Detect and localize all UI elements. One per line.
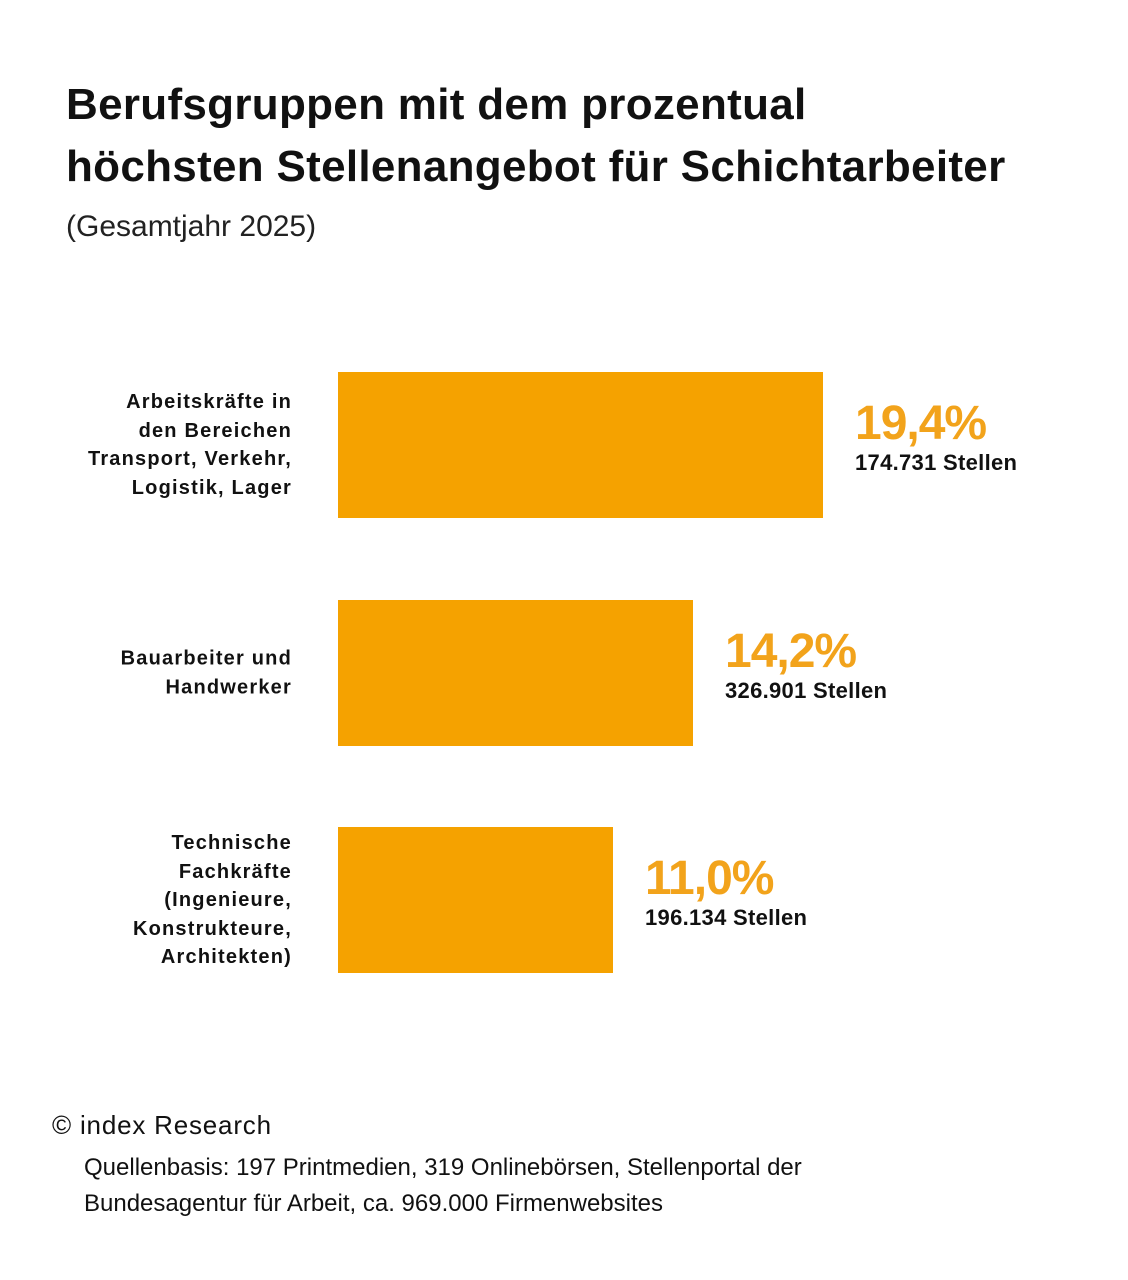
bar xyxy=(338,372,823,518)
bar-row: Arbeitskräfte in den Bereichen Transport… xyxy=(0,372,1128,518)
count-label: 326.901 Stellen xyxy=(725,678,888,703)
bar xyxy=(338,827,613,973)
source-note: Quellenbasis: 197 Printmedien, 319 Onlin… xyxy=(84,1154,802,1217)
value-group: 14,2% 326.901 Stellen xyxy=(725,624,887,706)
bar-row: Bauarbeiter und Handwerker 14,2% 326.901 S… xyxy=(0,600,1128,746)
value-group: 11,0% 196.134 Stellen xyxy=(645,851,807,933)
category-label: Technische Fachkräfte (Ingenieure, Konst… xyxy=(132,831,292,968)
value-label: 14,2% xyxy=(725,625,857,678)
value-label: 19,4% xyxy=(855,397,987,450)
bar xyxy=(338,600,693,746)
value-label: 11,0% xyxy=(645,852,774,905)
chart-title: Berufsgruppen mit dem prozentual höchste… xyxy=(66,80,1006,191)
category-label: Bauarbeiter und Handwerker xyxy=(120,647,292,699)
copyright: © index Research xyxy=(52,1110,272,1140)
count-label: 174.731 Stellen xyxy=(855,450,1018,475)
bar-row: Technische Fachkräfte (Ingenieure, Konst… xyxy=(0,827,1128,973)
chart-subtitle: (Gesamtjahr 2025) xyxy=(66,210,317,243)
count-label: 196.134 Stellen xyxy=(645,905,808,930)
category-label: Arbeitskräfte in den Bereichen Transport… xyxy=(88,391,292,499)
value-group: 19,4% 174.731 Stellen xyxy=(855,396,1017,478)
